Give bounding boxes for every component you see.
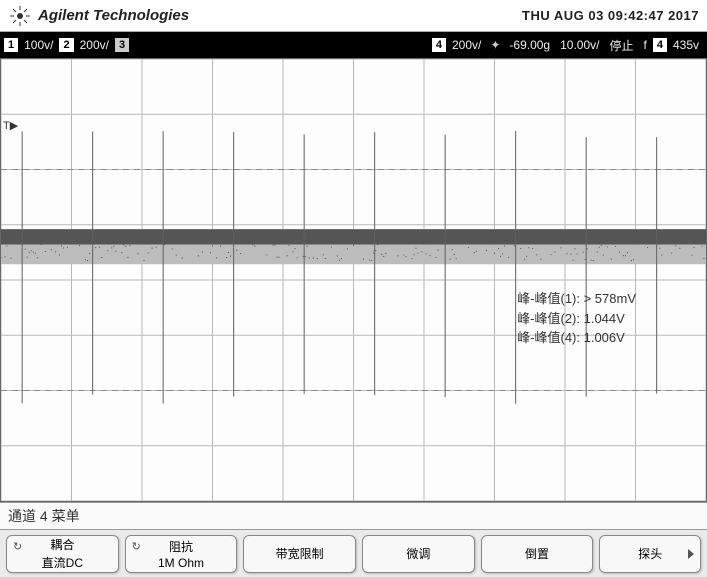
- softkey-coupling[interactable]: ↻ 耦合 直流DC: [6, 535, 119, 573]
- ch4-scale: 200v/: [448, 38, 485, 52]
- sk6-l1: 探头: [638, 545, 662, 562]
- rotate-icon: ↻: [132, 540, 141, 553]
- sk4-l1: 微调: [406, 545, 430, 562]
- channel-settings-bar: 1 100v/ 2 200v/ 3 4 200v/ ✦ -69.00g 10.0…: [0, 32, 707, 58]
- sk2-l2: 1M Ohm: [158, 556, 204, 570]
- measurements-box: 峰-峰值(1): > 578mV 峰-峰值(2): 1.044V 峰-峰值(4)…: [517, 289, 636, 348]
- measurement-1: 峰-峰值(1): > 578mV: [517, 289, 636, 309]
- arrow-right-icon: [688, 549, 694, 559]
- run-state[interactable]: 停止: [605, 37, 637, 54]
- trig-slope: f: [640, 38, 651, 52]
- brand-logo-icon: [8, 4, 32, 28]
- trig-channel[interactable]: 4: [653, 38, 667, 52]
- brand-name: Agilent Technologies: [38, 7, 189, 24]
- softkey-impedance[interactable]: ↻ 阻抗 1M Ohm: [125, 535, 238, 573]
- sk5-l1: 倒置: [525, 545, 549, 562]
- ch3-num: 3: [115, 38, 129, 52]
- waveform-display[interactable]: T▶ 峰-峰值(1): > 578mV 峰-峰值(2): 1.044V 峰-峰值…: [0, 58, 707, 502]
- ch2-scale: 200v/: [76, 38, 113, 52]
- softkey-bwlimit[interactable]: 带宽限制: [243, 535, 356, 573]
- measurement-2: 峰-峰值(2): 1.044V: [517, 309, 636, 329]
- softkey-fine[interactable]: 微调: [362, 535, 475, 573]
- measurement-3: 峰-峰值(4): 1.006V: [517, 328, 636, 348]
- sk3-l1: 带宽限制: [276, 545, 324, 562]
- ch4-box[interactable]: 4 200v/: [432, 38, 485, 52]
- menu-title: 通道 4 菜单: [0, 502, 707, 529]
- trig-level[interactable]: 435v: [669, 38, 703, 52]
- ch1-scale: 100v/: [20, 38, 57, 52]
- brand: Agilent Technologies: [8, 4, 189, 28]
- ch3-box[interactable]: 3: [115, 38, 129, 52]
- ch1-num: 1: [4, 38, 18, 52]
- sk2-l1: 阻抗: [169, 538, 193, 555]
- header-bar: Agilent Technologies THU AUG 03 09:42:47…: [0, 0, 707, 32]
- softkey-invert[interactable]: 倒置: [481, 535, 594, 573]
- offset-value[interactable]: -69.00g: [505, 38, 554, 52]
- ch1-box[interactable]: 1 100v/: [4, 38, 57, 52]
- softkey-bar: ↻ 耦合 直流DC ↻ 阻抗 1M Ohm 带宽限制 微调 倒置 探头: [0, 529, 707, 577]
- timebase-value[interactable]: 10.00v/: [556, 38, 603, 52]
- rotate-icon: ↻: [13, 540, 22, 553]
- ch4-num: 4: [432, 38, 446, 52]
- softkey-probe[interactable]: 探头: [599, 535, 701, 573]
- sk1-l2: 直流DC: [42, 554, 83, 571]
- sk1-l1: 耦合: [50, 536, 74, 553]
- ch2-num: 2: [59, 38, 73, 52]
- waveform-svg: [1, 59, 706, 501]
- timebase-icon: ✦: [487, 38, 503, 52]
- ch2-box[interactable]: 2 200v/: [59, 38, 112, 52]
- timestamp: THU AUG 03 09:42:47 2017: [522, 8, 699, 23]
- trigger-marker: T▶: [3, 119, 18, 132]
